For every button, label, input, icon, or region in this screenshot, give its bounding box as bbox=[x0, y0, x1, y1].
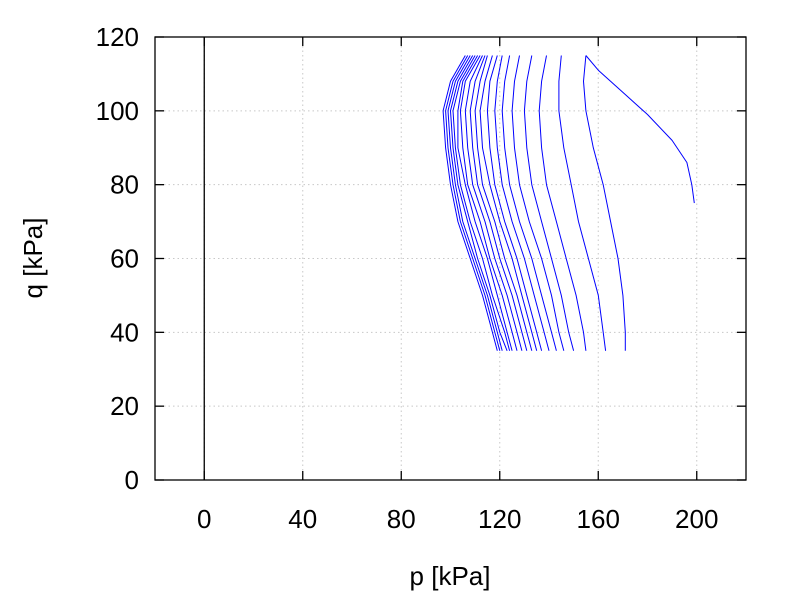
series-line-15 bbox=[457, 55, 513, 351]
series-line-10 bbox=[479, 55, 538, 351]
y-tick-label: 120 bbox=[96, 22, 139, 52]
series-line-9 bbox=[486, 55, 543, 351]
series-group bbox=[442, 55, 695, 351]
series-line-17 bbox=[450, 55, 508, 351]
x-tick-label: 120 bbox=[478, 504, 521, 534]
y-tick-label: 100 bbox=[96, 96, 139, 126]
series-line-20 bbox=[442, 55, 498, 351]
series-line-6 bbox=[511, 55, 565, 351]
x-tick-label: 0 bbox=[197, 504, 211, 534]
series-line-3 bbox=[558, 55, 607, 351]
plot-background bbox=[155, 37, 746, 480]
x-tick-label: 200 bbox=[675, 504, 718, 534]
series-line-18 bbox=[447, 55, 503, 351]
series-line-2 bbox=[583, 55, 626, 351]
x-axis-label: p [kPa] bbox=[410, 561, 491, 591]
x-tick-label: 160 bbox=[577, 504, 620, 534]
y-tick-label: 20 bbox=[110, 391, 139, 421]
series-line-13 bbox=[464, 55, 523, 351]
series-line-7 bbox=[501, 55, 557, 351]
y-tick-label: 60 bbox=[110, 244, 139, 274]
series-line-8 bbox=[494, 55, 550, 351]
series-line-11 bbox=[474, 55, 533, 351]
series-line-12 bbox=[469, 55, 528, 351]
y-axis-label: q [kPa] bbox=[18, 218, 48, 299]
x-tick-label: 40 bbox=[288, 504, 317, 534]
series-line-5 bbox=[523, 55, 575, 351]
series-line-1 bbox=[585, 55, 695, 204]
series-line-16 bbox=[452, 55, 511, 351]
series-line-19 bbox=[445, 55, 501, 351]
y-tick-label: 0 bbox=[125, 465, 139, 495]
x-tick-label: 80 bbox=[387, 504, 416, 534]
ticks: 0 40 80 120 160 200 0 20 40 60 80 100 120 bbox=[96, 22, 746, 534]
series-line-14 bbox=[459, 55, 518, 351]
y-tick-label: 40 bbox=[110, 317, 139, 347]
y-tick-label: 80 bbox=[110, 170, 139, 200]
series-line-4 bbox=[538, 55, 587, 351]
